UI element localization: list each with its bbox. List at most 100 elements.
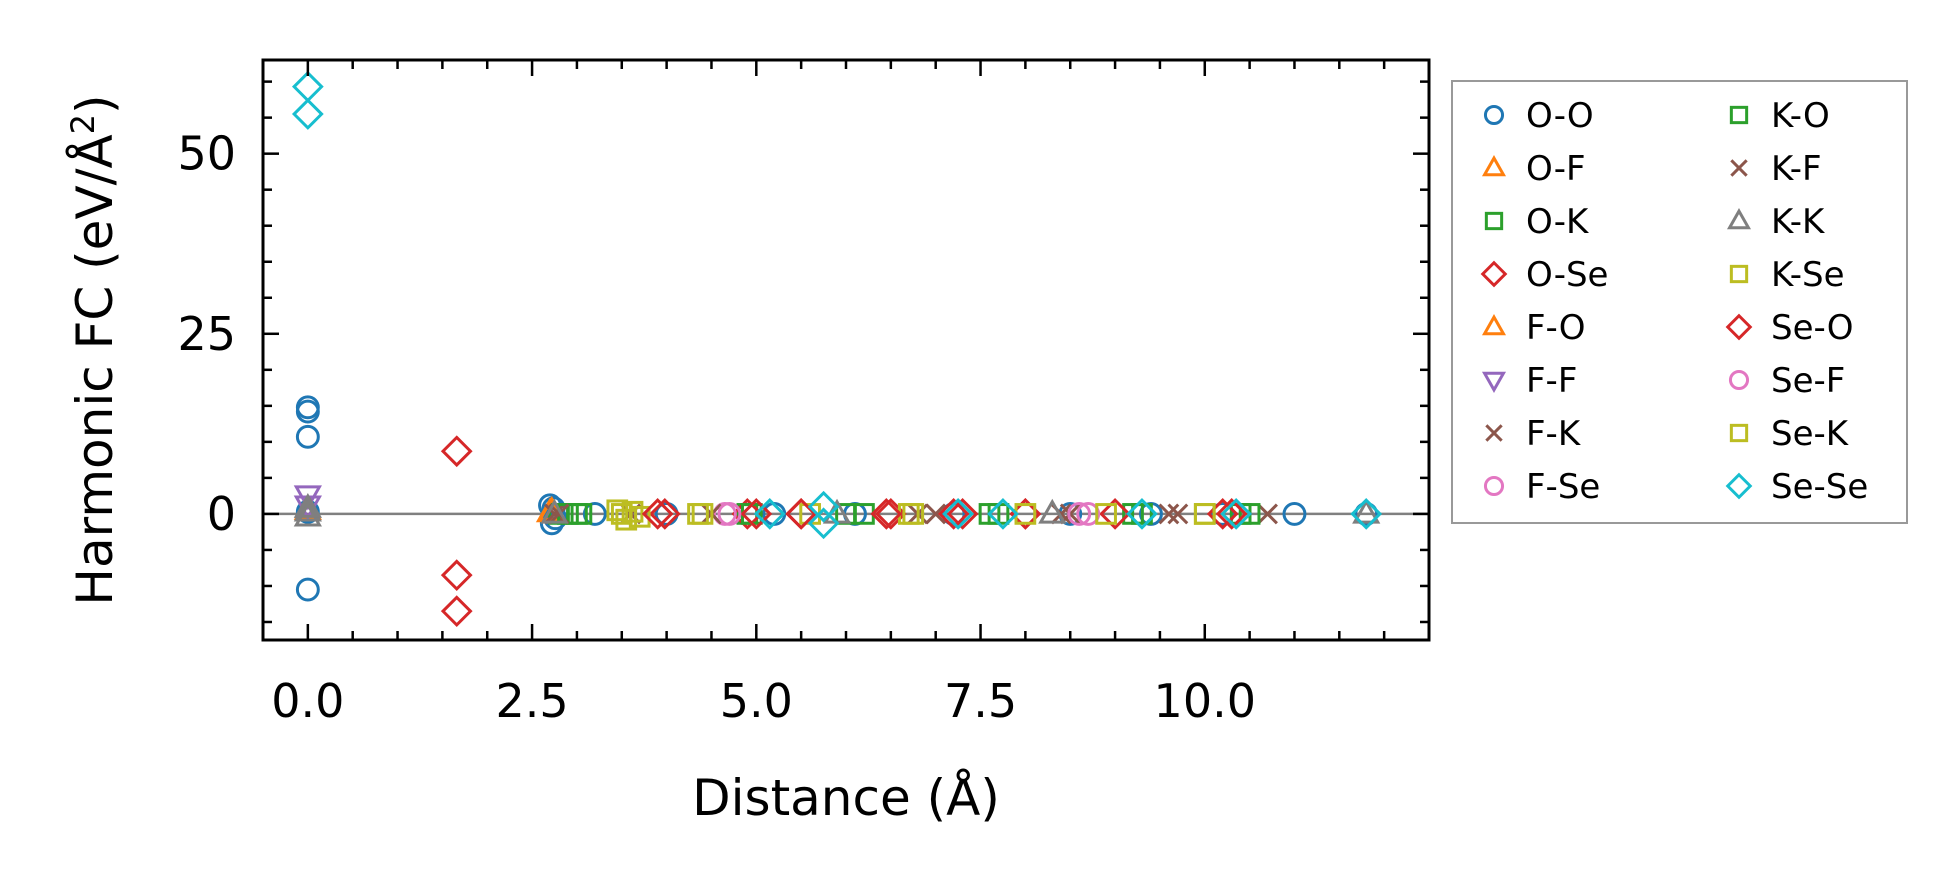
point-se-o	[740, 498, 773, 530]
point-se-o	[946, 498, 979, 530]
x-tick-label: 5.0	[720, 674, 793, 728]
legend-label: K-F	[1771, 149, 1822, 189]
legend-marker	[1480, 260, 1508, 288]
legend-item-o-o: O-O	[1483, 96, 1594, 136]
point-se-se	[1126, 498, 1158, 530]
x-tick-label: 0.0	[271, 674, 344, 728]
point-o-se	[937, 498, 970, 530]
axis-ticks	[261, 60, 1429, 640]
legend-label: Se-K	[1771, 414, 1850, 454]
point-se-se	[807, 507, 840, 540]
point-o-se	[440, 559, 473, 592]
legend-marker	[1484, 211, 1504, 231]
point-k-f	[1158, 503, 1180, 525]
legend-box	[1451, 80, 1908, 524]
y-axis-label-main: Harmonic FC (eV/Å	[66, 134, 124, 605]
legend-item-se-k: Se-K	[1729, 414, 1850, 454]
point-se-f	[717, 501, 742, 526]
point-o-o	[295, 424, 320, 449]
legend-marker	[1483, 104, 1505, 126]
legend-marker	[1729, 105, 1749, 125]
legend-label: F-K	[1526, 414, 1582, 454]
point-o-se	[440, 435, 473, 468]
point-k-f	[925, 503, 947, 525]
point-se-o	[870, 498, 903, 530]
point-f-k	[1257, 503, 1278, 525]
data-points	[291, 70, 1383, 628]
point-se-se	[753, 498, 786, 530]
legend-label: Se-Se	[1771, 467, 1868, 507]
legend-label: O-Se	[1526, 255, 1608, 295]
point-k-o	[570, 503, 593, 525]
legend-marker	[1725, 472, 1753, 500]
legend-label: O-K	[1526, 202, 1590, 242]
legend-item-k-o: K-O	[1729, 96, 1830, 136]
legend-marker	[1729, 423, 1749, 443]
point-f-k	[544, 503, 565, 525]
legend-item-se-f: Se-F	[1728, 361, 1845, 401]
y-axis-label-sup: 2	[64, 114, 102, 134]
point-k-o	[1238, 503, 1261, 525]
legend-label: F-F	[1526, 361, 1577, 401]
point-se-se	[1350, 498, 1383, 530]
x-axis-label: Distance (Å)	[692, 769, 1000, 827]
legend-label: K-Se	[1771, 255, 1845, 295]
legend-label: F-Se	[1526, 467, 1600, 507]
point-o-o	[1210, 501, 1235, 526]
point-se-se	[291, 98, 324, 130]
legend: O-O O-F O-K O-Se F-O F-F F-K F-Se K-O K-F K-K K-Se S…	[1480, 96, 1868, 507]
legend-label: Se-O	[1771, 308, 1853, 348]
legend-label: Se-F	[1771, 361, 1845, 401]
point-se-se	[807, 490, 840, 523]
legend-marker	[1485, 424, 1503, 442]
point-se-k	[610, 503, 633, 525]
point-o-se	[1099, 498, 1131, 530]
point-o-o	[295, 399, 320, 424]
point-k-se	[1095, 503, 1117, 525]
x-tick-label: 2.5	[495, 674, 568, 728]
point-se-o	[1215, 498, 1248, 530]
legend-item-k-k: K-K	[1726, 202, 1826, 242]
point-k-k	[1352, 498, 1381, 524]
legend-item-k-se: K-Se	[1729, 255, 1845, 295]
point-f-k	[1167, 503, 1189, 525]
point-o-o	[295, 577, 320, 602]
y-tick-label: 50	[177, 127, 236, 181]
legend-marker	[1725, 313, 1753, 341]
legend-item-se-o: Se-O	[1725, 308, 1853, 348]
legend-item-k-f: K-F	[1730, 149, 1822, 189]
legend-marker	[1481, 155, 1507, 177]
legend-label: F-O	[1526, 308, 1586, 348]
x-tick-label: 10.0	[1154, 674, 1256, 728]
y-axis-label-end: )	[66, 94, 124, 114]
legend-item-o-k: O-K	[1484, 202, 1590, 242]
point-k-k	[293, 501, 322, 527]
y-axis-label: Harmonic FC (eV/Å2)	[64, 94, 124, 605]
point-o-o	[1282, 501, 1307, 526]
point-se-o	[785, 498, 818, 530]
legend-label: O-O	[1526, 96, 1594, 136]
point-k-k	[293, 493, 322, 518]
legend-marker	[1483, 475, 1505, 497]
legend-item-se-se: Se-Se	[1725, 467, 1868, 507]
legend-label: K-O	[1771, 96, 1830, 136]
legend-label: K-K	[1771, 202, 1826, 242]
point-o-o	[582, 501, 607, 526]
legend-marker	[1730, 159, 1748, 177]
point-se-k	[691, 503, 714, 525]
legend-item-o-se: O-Se	[1480, 255, 1608, 295]
legend-item-f-o: F-O	[1481, 308, 1586, 348]
point-se-k	[1193, 503, 1216, 525]
legend-marker	[1729, 264, 1749, 284]
legend-label: O-F	[1526, 149, 1586, 189]
y-tick-label: 25	[177, 307, 236, 361]
legend-marker	[1481, 371, 1507, 393]
legend-item-o-f: O-F	[1481, 149, 1586, 189]
legend-marker	[1481, 314, 1507, 336]
point-se-se	[942, 498, 974, 530]
tick-labels: 0.0 2.5 5.0 7.5 10.0 0 25 50	[177, 127, 1256, 728]
legend-marker	[1726, 208, 1752, 230]
plot-frame	[261, 58, 1431, 642]
point-se-se	[291, 70, 324, 103]
point-se-se	[1220, 498, 1253, 530]
